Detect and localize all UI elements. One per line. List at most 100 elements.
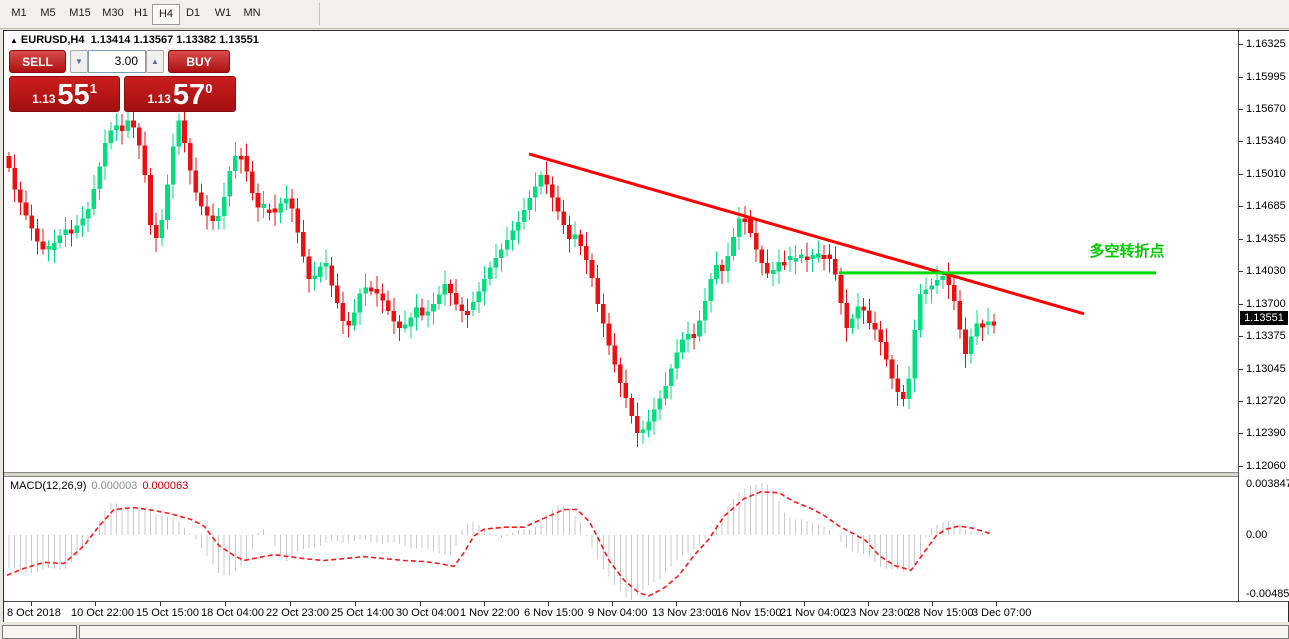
collapse-triangle-icon[interactable]: ▲	[10, 36, 18, 45]
chart-window: ▲ EURUSD,H4 1.13414 1.13567 1.13382 1.135…	[3, 30, 1289, 622]
price-tick-label: 1.14355	[1246, 233, 1286, 245]
timeframe-button-h1[interactable]: H1	[133, 7, 149, 19]
time-tick	[95, 602, 96, 606]
price-tick	[1239, 401, 1243, 402]
price-tick	[1239, 271, 1243, 272]
price-chart-canvas[interactable]	[4, 31, 1238, 472]
sell-price-base: 1.13	[32, 92, 56, 106]
timeframe-button-m30[interactable]: M30	[102, 7, 124, 19]
sell-button[interactable]: SELL	[9, 50, 66, 73]
time-tick	[548, 602, 549, 606]
price-tick	[1239, 206, 1243, 207]
time-tick	[868, 602, 869, 606]
time-tick-label: 6 Nov 15:00	[524, 607, 584, 619]
chevron-up-icon: ▲	[151, 57, 159, 66]
buy-price-base: 1.13	[147, 92, 171, 106]
price-tick-label: 1.12390	[1246, 427, 1286, 439]
macd-indicator-label: MACD(12,26,9) 0.000003 0.000063	[10, 480, 188, 492]
time-tick-label: 25 Oct 14:00	[331, 607, 394, 619]
timeframe-button-h4[interactable]: H4	[152, 4, 180, 25]
price-tick-label: 1.16325	[1246, 38, 1286, 50]
price-tick-label: 1.13375	[1246, 330, 1286, 342]
price-tick-label: 1.12720	[1246, 395, 1286, 407]
price-axis[interactable]: 1.13551 1.16325 1.15995 1.15670 1.15340 1.15…	[1238, 31, 1289, 601]
volume-input[interactable]: 3.00	[88, 50, 146, 73]
timeframe-button-w1[interactable]: W1	[214, 7, 232, 19]
time-tick	[31, 602, 32, 606]
macd-main-value: 0.000003	[91, 480, 138, 492]
macd-tick-label: 0.003847	[1246, 478, 1289, 490]
trend-reversal-annotation: 多空转折点	[1089, 243, 1165, 260]
one-click-trade-panel: SELL ▼ 3.00 ▲ BUY 1.13 55 1 1.13 57 0	[9, 50, 239, 112]
low-value: 1.13382	[176, 34, 217, 46]
price-tick-label: 1.14030	[1246, 265, 1286, 277]
buy-price-pips: 57	[172, 79, 206, 111]
macd-indicator-canvas[interactable]	[4, 477, 1238, 601]
time-tick	[740, 602, 741, 606]
sell-price-display[interactable]: 1.13 55 1	[9, 76, 120, 112]
time-tick	[612, 602, 613, 606]
current-price-badge: 1.13551	[1240, 311, 1288, 325]
time-tick	[290, 602, 291, 606]
timeframe-toolbar: M1 M5 M15 M30 H1 H4 D1 W1 MN	[0, 0, 1289, 29]
price-tick-label: 1.15995	[1246, 71, 1286, 83]
time-tick-label: 21 Nov 04:00	[780, 607, 846, 619]
price-tick	[1239, 466, 1243, 467]
time-tick-label: 8 Oct 2018	[7, 607, 61, 619]
time-tick	[676, 602, 677, 606]
volume-increase-button[interactable]: ▲	[146, 50, 164, 73]
price-tick	[1239, 239, 1243, 240]
symbol-period-label: EURUSD,H4	[20, 34, 85, 46]
time-tick-label: 18 Oct 04:00	[201, 607, 264, 619]
macd-name: MACD(12,26,9)	[10, 480, 87, 492]
time-tick	[225, 602, 226, 606]
price-tick-label: 1.12060	[1246, 460, 1286, 472]
time-tick	[160, 602, 161, 606]
price-tick	[1239, 369, 1243, 370]
toolbar-separator	[319, 3, 320, 25]
time-tick-label: 23 Nov 23:00	[844, 607, 910, 619]
macd-signal-value: 0.000063	[142, 480, 189, 492]
timeframe-button-d1[interactable]: D1	[185, 7, 201, 19]
time-tick	[484, 602, 485, 606]
time-tick	[932, 602, 933, 606]
time-axis[interactable]: 8 Oct 2018 10 Oct 22:00 15 Oct 15:00 18 Oct…	[4, 601, 1288, 622]
sell-price-pips: 55	[57, 79, 90, 111]
chevron-down-icon: ▼	[75, 57, 83, 66]
high-value: 1.13567	[133, 34, 174, 46]
buy-price-display[interactable]: 1.13 57 0	[124, 76, 236, 112]
buy-price-point: 0	[205, 81, 213, 96]
price-tick	[1239, 304, 1243, 305]
price-tick-label: 1.14685	[1246, 200, 1286, 212]
timeframe-button-m1[interactable]: M1	[11, 7, 27, 19]
time-tick	[996, 602, 997, 606]
price-tick	[1239, 77, 1243, 78]
macd-tick-label: 0.00	[1246, 529, 1268, 541]
time-tick-label: 30 Oct 04:00	[396, 607, 459, 619]
bottom-tab-large[interactable]	[79, 625, 1289, 639]
timeframe-button-mn[interactable]: MN	[243, 7, 261, 19]
close-value: 1.13551	[219, 34, 259, 46]
time-tick-label: 16 Nov 15:00	[716, 607, 782, 619]
price-tick-label: 1.13700	[1246, 298, 1286, 310]
time-tick-label: 3 Dec 07:00	[972, 607, 1032, 619]
buy-button[interactable]: BUY	[168, 50, 230, 73]
timeframe-button-m5[interactable]: M5	[40, 7, 56, 19]
time-tick-label: 28 Nov 15:00	[908, 607, 974, 619]
pane-splitter[interactable]	[4, 472, 1238, 477]
timeframe-button-m15[interactable]: M15	[69, 7, 91, 19]
time-tick-label: 10 Oct 22:00	[71, 607, 134, 619]
time-tick-label: 9 Nov 04:00	[588, 607, 648, 619]
chart-title: ▲ EURUSD,H4 1.13414 1.13567 1.13382 1.135…	[10, 34, 259, 46]
price-tick-label: 1.13045	[1246, 363, 1286, 375]
sell-price-point: 1	[89, 81, 97, 96]
price-tick	[1239, 109, 1243, 110]
time-tick-label: 13 Nov 23:00	[652, 607, 718, 619]
price-tick	[1239, 336, 1243, 337]
bottom-tab-small[interactable]	[2, 625, 77, 639]
price-tick	[1239, 44, 1243, 45]
time-tick-label: 1 Nov 22:00	[460, 607, 520, 619]
volume-decrease-button[interactable]: ▼	[70, 50, 88, 73]
time-tick	[420, 602, 421, 606]
bottom-tab-strip	[0, 622, 1289, 639]
